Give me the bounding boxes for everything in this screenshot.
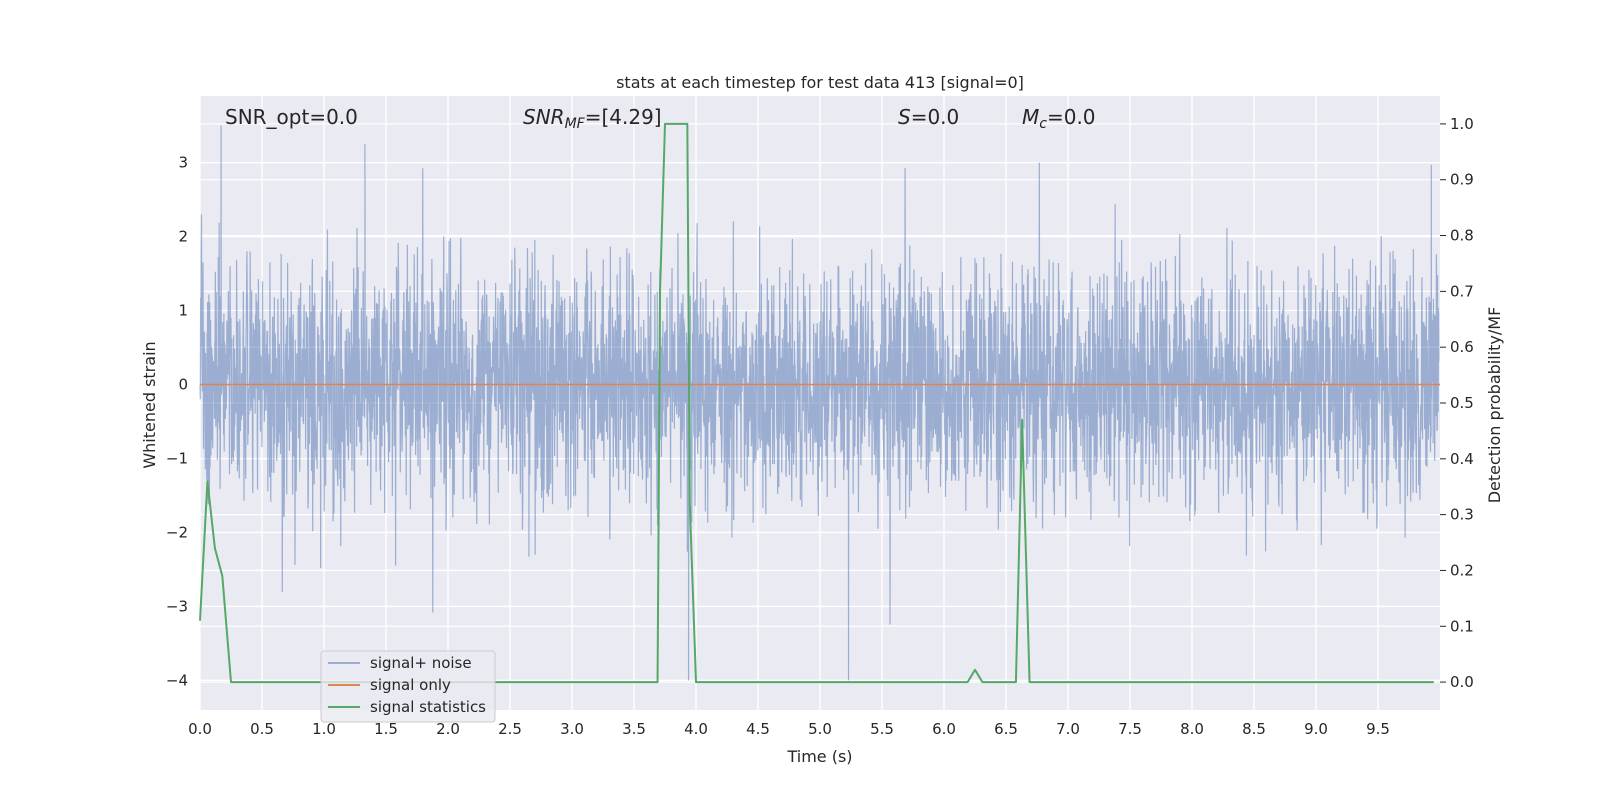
x-tick-label: 4.5	[746, 720, 770, 738]
y-right-tick-label: 0.8	[1450, 227, 1474, 245]
x-tick-label: 7.5	[1118, 720, 1142, 738]
x-tick-label: 0.5	[250, 720, 274, 738]
y-axis-right-label: Detection probability/MF	[1485, 307, 1504, 504]
x-tick-label: 5.5	[870, 720, 894, 738]
legend-label-signal-only: signal only	[370, 676, 451, 694]
x-tick-label: 8.0	[1180, 720, 1204, 738]
x-tick-label: 3.5	[622, 720, 646, 738]
y-right-tick-label: 0.0	[1450, 673, 1474, 691]
annotation-snr-mf: SNRMF=[4.29]	[523, 105, 662, 132]
series-signal-noise	[199, 125, 1440, 681]
annotation-mc: Mc=0.0	[1022, 105, 1096, 132]
x-tick-label: 1.5	[374, 720, 398, 738]
y-left-tick-label: −4	[166, 671, 188, 689]
y-right-tick-label: 1.0	[1450, 115, 1474, 133]
x-tick-label: 3.0	[560, 720, 584, 738]
x-tick-label: 9.0	[1304, 720, 1328, 738]
y-right-tick-label: 0.1	[1450, 617, 1474, 635]
x-tick-label: 6.0	[932, 720, 956, 738]
chart-title: stats at each timestep for test data 413…	[616, 73, 1024, 92]
legend-box	[320, 650, 496, 723]
legend-label-signal-statistics: signal statistics	[370, 698, 486, 716]
signal-statistics-line	[199, 122, 1434, 684]
legend: signal+ noise signal only signal statist…	[320, 650, 496, 723]
y-left-tick-label: 2	[178, 228, 188, 246]
y-axis-left-ticks: 3 2 1 0 −1 −2 −3 −4	[166, 154, 188, 690]
y-right-tick-label: 0.4	[1450, 450, 1474, 468]
y-left-tick-label: 0	[178, 376, 188, 394]
y-axis-left-label: Whitened strain	[140, 341, 159, 468]
x-tick-label: 0.0	[188, 720, 212, 738]
series-signal-statistics	[199, 122, 1434, 684]
y-right-tick-label: 0.3	[1450, 506, 1474, 524]
plot-area	[199, 96, 1440, 710]
y-left-tick-label: −1	[166, 449, 188, 467]
y-left-tick-label: 1	[178, 302, 188, 320]
x-tick-label: 4.0	[684, 720, 708, 738]
y-right-tick-label: 0.2	[1450, 561, 1474, 579]
y-right-tick-label: 0.9	[1450, 171, 1474, 189]
x-tick-label: 2.5	[498, 720, 522, 738]
y-right-tick-label: 0.5	[1450, 394, 1474, 412]
x-tick-label: 1.0	[312, 720, 336, 738]
noise-line	[199, 125, 1440, 681]
y-left-tick-label: −3	[166, 597, 188, 615]
x-tick-label: 9.5	[1366, 720, 1390, 738]
y-axis-right-ticks: 1.0 0.9 0.8 0.7 0.6 0.5 0.4 0.3 0.2 0.1 0.0	[1440, 115, 1474, 691]
y-right-tick-label: 0.7	[1450, 282, 1474, 300]
x-axis-label: Time (s)	[786, 747, 852, 766]
x-tick-label: 7.0	[1056, 720, 1080, 738]
x-tick-label: 2.0	[436, 720, 460, 738]
x-axis-ticks: 0.0 0.5 1.0 1.5 2.0 2.5 3.0 3.5 4.0 4.5 5.0 5.5 6.0 6…	[188, 720, 1390, 738]
legend-label-signal-noise: signal+ noise	[370, 654, 472, 672]
annotation-snr-opt: SNR_opt=0.0	[225, 105, 358, 129]
y-right-tick-label: 0.6	[1450, 338, 1474, 356]
x-tick-label: 5.0	[808, 720, 832, 738]
annotation-s: S=0.0	[898, 105, 959, 129]
y-left-tick-label: −2	[166, 523, 188, 541]
x-tick-label: 6.5	[994, 720, 1018, 738]
y-left-tick-label: 3	[178, 154, 188, 172]
x-tick-label: 8.5	[1242, 720, 1266, 738]
